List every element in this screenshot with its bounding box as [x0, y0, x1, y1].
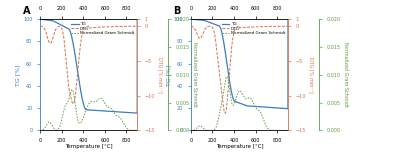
- DTG: [223, 112, 228, 114]
- Normalized Gram Schmidt: [286, 129, 290, 131]
- Normalized Gram Schmidt: [82, 113, 87, 115]
- Normalized Gram Schmidt: [38, 129, 42, 131]
- TG: [286, 108, 290, 110]
- TG: [265, 106, 270, 108]
- Text: A: A: [22, 6, 30, 16]
- Line: DTG: DTG: [40, 26, 137, 104]
- Line: Normalized Gram Schmidt: Normalized Gram Schmidt: [191, 77, 288, 130]
- DTG: [132, 25, 137, 27]
- X-axis label: Temperature [°C]: Temperature [°C]: [216, 144, 263, 149]
- TG: [114, 111, 119, 113]
- DTG: [286, 25, 290, 27]
- Y-axis label: Normalized Gram Schmidt: Normalized Gram Schmidt: [192, 42, 197, 107]
- DTG: [283, 25, 288, 27]
- DTG: [132, 25, 137, 27]
- TG: [286, 18, 290, 20]
- TG: [283, 107, 288, 109]
- TG: [233, 101, 238, 103]
- Normalized Gram Schmidt: [265, 127, 270, 129]
- Normalized Gram Schmidt: [283, 129, 288, 131]
- TG: [283, 107, 288, 109]
- TG: [193, 19, 198, 21]
- DTG: [283, 25, 288, 27]
- TG: [236, 102, 240, 104]
- Normalized Gram Schmidt: [42, 127, 47, 129]
- Y-axis label: DTG [% min⁻¹]: DTG [% min⁻¹]: [158, 57, 163, 93]
- Y-axis label: TG [%]: TG [%]: [166, 64, 171, 86]
- TG: [188, 18, 193, 20]
- DTG: [42, 29, 47, 31]
- Normalized Gram Schmidt: [135, 129, 140, 131]
- Line: Normalized Gram Schmidt: Normalized Gram Schmidt: [40, 90, 137, 130]
- TG: [38, 18, 42, 20]
- TG: [85, 109, 90, 111]
- Normalized Gram Schmidt: [114, 115, 119, 117]
- TG: [42, 19, 47, 21]
- TG: [132, 112, 137, 114]
- Normalized Gram Schmidt: [236, 91, 240, 93]
- DTG: [85, 25, 90, 27]
- DTG: [188, 25, 193, 27]
- X-axis label: Temperature [°C]: Temperature [°C]: [65, 144, 112, 149]
- Line: TG: TG: [40, 19, 137, 113]
- Y-axis label: Normalized Gram Schmidt: Normalized Gram Schmidt: [343, 42, 348, 107]
- Legend: TG, DTG, Normalized Gram Schmidt: TG, DTG, Normalized Gram Schmidt: [70, 21, 135, 36]
- Normalized Gram Schmidt: [85, 106, 90, 108]
- Normalized Gram Schmidt: [283, 129, 288, 131]
- DTG: [135, 25, 140, 27]
- DTG: [71, 103, 76, 105]
- DTG: [38, 25, 42, 27]
- Normalized Gram Schmidt: [233, 99, 238, 101]
- TG: [82, 107, 87, 109]
- Normalized Gram Schmidt: [193, 128, 198, 130]
- Normalized Gram Schmidt: [224, 76, 229, 78]
- Normalized Gram Schmidt: [70, 89, 74, 90]
- Y-axis label: DTG [% min⁻¹]: DTG [% min⁻¹]: [309, 57, 314, 93]
- DTG: [265, 26, 270, 28]
- DTG: [236, 25, 240, 27]
- DTG: [114, 26, 119, 28]
- Normalized Gram Schmidt: [132, 129, 137, 131]
- Normalized Gram Schmidt: [132, 129, 137, 131]
- DTG: [82, 27, 87, 29]
- Line: TG: TG: [191, 19, 288, 109]
- TG: [132, 112, 137, 114]
- DTG: [237, 25, 242, 27]
- TG: [135, 18, 140, 20]
- TG: [135, 112, 140, 114]
- Legend: TG, DTG, Normalized Gram Schmidt: TG, DTG, Normalized Gram Schmidt: [221, 21, 286, 36]
- Line: DTG: DTG: [191, 26, 288, 113]
- DTG: [233, 28, 238, 29]
- DTG: [193, 30, 198, 32]
- Y-axis label: TG [%]: TG [%]: [15, 64, 20, 86]
- Text: B: B: [173, 6, 181, 16]
- Normalized Gram Schmidt: [188, 129, 193, 131]
